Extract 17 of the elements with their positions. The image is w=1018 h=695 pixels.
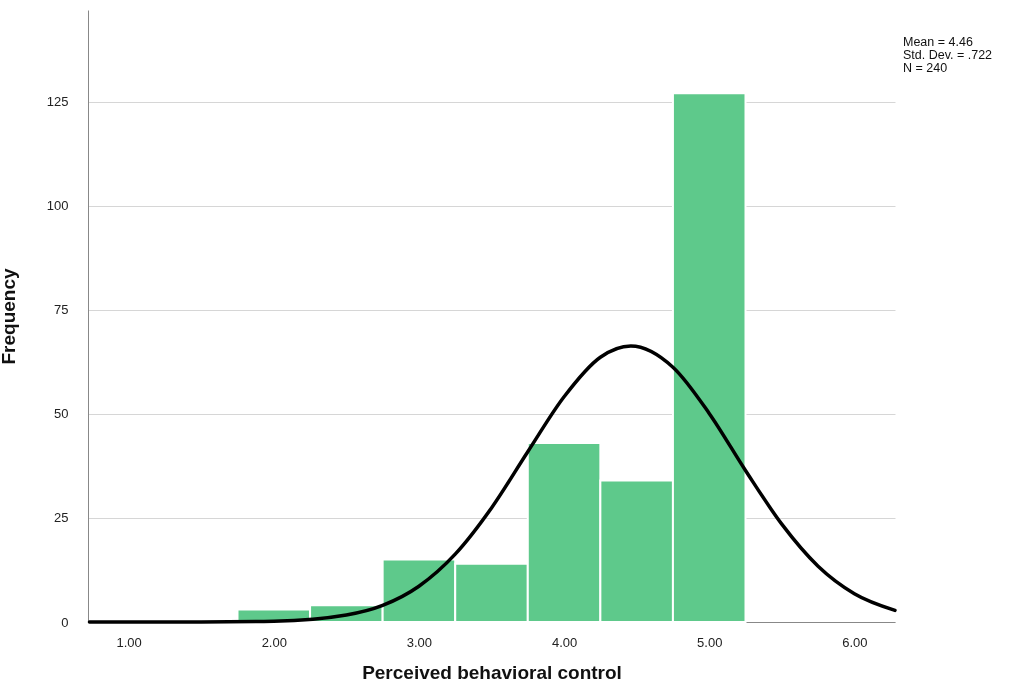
y-axis-title: Frequency (0, 268, 19, 365)
y-tick-label: 100 (46, 198, 69, 214)
y-tick-label: 25 (54, 510, 69, 526)
x-tick-label: 2.00 (261, 634, 287, 650)
x-tick-label: 4.00 (551, 634, 578, 650)
text: Mean = 4.46 (903, 35, 973, 49)
x-tick-label: 3.00 (406, 634, 433, 650)
x-tick-label: 1.00 (116, 634, 142, 650)
text: Std. Dev. = .722 (903, 48, 993, 62)
y-tick-label: 75 (54, 302, 69, 318)
y-tick-label: 125 (46, 94, 69, 110)
x-axis-title: Perceived behavioral control (362, 661, 622, 683)
y-tick-label: 50 (54, 406, 69, 422)
y-tick-label: 0 (61, 614, 69, 630)
x-tick-label: 5.00 (697, 634, 723, 650)
x-tick-label: 6.00 (842, 634, 868, 650)
text: N = 240 (903, 61, 948, 75)
